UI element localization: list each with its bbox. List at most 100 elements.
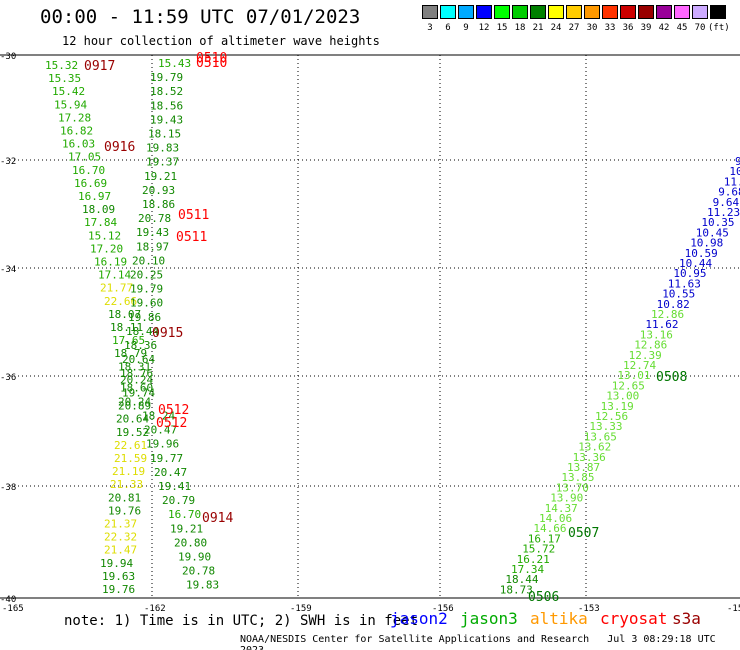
scale-label: 24 [550, 23, 562, 33]
scale-swatch [710, 5, 726, 19]
wave-height-a: 19.94 [100, 557, 133, 570]
scale-label: 70 [694, 23, 706, 33]
time-label: 0917 [84, 59, 115, 74]
lon-label: -162 [144, 604, 166, 614]
wave-height-a: 16.97 [78, 190, 111, 203]
wave-height-b: 19.90 [178, 551, 211, 564]
scale-label: 33 [604, 23, 616, 33]
wave-height-b: 18.15 [148, 128, 181, 141]
wave-height-c: 13.19 [601, 400, 634, 413]
wave-height-a: 21.59 [114, 452, 147, 465]
time-label: 0507 [568, 526, 599, 541]
lat-label: -34 [0, 265, 16, 275]
wave-height-a: 21.47 [104, 544, 137, 557]
wave-height-a: 21.33 [110, 478, 143, 491]
legend-jason3: jason3 [460, 609, 518, 628]
scale-swatch [692, 5, 708, 19]
wave-height-a: 16.70 [72, 164, 105, 177]
lon-label: -15 [727, 604, 740, 614]
wave-height-c: 10.59 [685, 247, 718, 260]
wave-height-a: 17.05 [68, 151, 101, 164]
wave-height-a: 15.32 [45, 59, 78, 72]
wave-height-a: 19.76 [108, 504, 141, 517]
lat-label: -40 [0, 595, 16, 605]
wave-height-b: 20.25 [130, 269, 163, 282]
scale-label: 9 [463, 23, 469, 33]
wave-height-c: 10.95 [673, 267, 706, 280]
wave-height-b: 19.79 [150, 71, 183, 84]
wave-height-b: 20.78 [182, 565, 215, 578]
wave-height-c: 13.16 [640, 328, 673, 341]
wave-height-c: 13.70 [556, 481, 589, 494]
wave-height-b: 18.97 [136, 240, 169, 253]
wave-height-b: 20.10 [132, 254, 165, 267]
wave-height-a: 15.35 [48, 72, 81, 85]
wave-height-a: 22.32 [104, 531, 137, 544]
wave-height-c: 10.5 [729, 165, 740, 178]
wave-height-a: 17.28 [58, 111, 91, 124]
time-label: 0512 [158, 403, 189, 418]
credit-timestamp: Jul 3 08:29:18 UTC 2023 [240, 634, 716, 650]
wave-height-c: 12.56 [595, 410, 628, 423]
wave-height-a: 22.66 [104, 295, 137, 308]
map-subtitle: 12 hour collection of altimeter wave hei… [62, 34, 380, 48]
wave-height-a: 16.03 [62, 138, 95, 151]
lat-label: -30 [0, 52, 16, 62]
wave-height-b: 19.43 [136, 226, 169, 239]
wave-height-b: 20.24 [118, 395, 151, 408]
legend-cryosat: cryosat [600, 609, 668, 628]
wave-height-a: 18.07 [108, 308, 141, 321]
scale-swatch [422, 5, 438, 19]
wave-height-c: 9.68 [718, 186, 740, 199]
time-label: 0915 [152, 326, 183, 341]
scale-swatch [548, 5, 564, 19]
wave-height-b: 20.79 [162, 494, 195, 507]
wave-height-c: 13.36 [573, 451, 606, 464]
scale-swatch [638, 5, 654, 19]
wave-height-a: 17.65 [112, 334, 145, 347]
wave-height-c: 10.35 [701, 216, 734, 229]
wave-height-c: 13.00 [606, 390, 639, 403]
legend-s3a: s3a [672, 609, 701, 628]
time-label: 0510 [196, 56, 227, 71]
time-label: 0914 [202, 511, 233, 526]
wave-height-c: 10.44 [679, 257, 712, 270]
wave-height-a: 15.12 [88, 229, 121, 242]
wave-height-b: 19.60 [130, 297, 163, 310]
wave-height-c: 9.76 [735, 155, 740, 168]
wave-height-a: 21.37 [104, 518, 137, 531]
lon-label: -153 [578, 604, 600, 614]
legend-altika: altika [530, 609, 588, 628]
scale-label: 15 [496, 23, 508, 33]
wave-height-a: 18.11 [110, 321, 143, 334]
wave-height-a: 21.19 [112, 465, 145, 478]
wave-height-b: 19.37 [146, 156, 179, 169]
wave-height-b: 18.86 [142, 198, 175, 211]
wave-height-a: 20.24 [120, 373, 153, 386]
wave-height-b: 19.83 [146, 142, 179, 155]
wave-height-a: 16.69 [74, 177, 107, 190]
scale-swatch [566, 5, 582, 19]
wave-height-a: 17.84 [84, 216, 117, 229]
time-label: 0511 [178, 208, 209, 223]
scale-label: (ft) [708, 23, 730, 33]
scale-swatch [458, 5, 474, 19]
wave-height-a: 15.42 [52, 85, 85, 98]
wave-height-c: 13.33 [589, 420, 622, 433]
wave-height-b: 20.47 [144, 424, 177, 437]
scale-label: 30 [586, 23, 598, 33]
lon-label: -159 [290, 604, 312, 614]
wave-height-a: 19.63 [102, 570, 135, 583]
scale-swatch [440, 5, 456, 19]
wave-height-a: 20.89 [118, 400, 151, 413]
wave-height-b: 19.43 [150, 113, 183, 126]
scale-swatch [530, 5, 546, 19]
scale-label: 39 [640, 23, 652, 33]
wave-height-b: 18.76 [120, 367, 153, 380]
wave-height-b: 19.41 [158, 480, 191, 493]
wave-height-c: 13.65 [584, 430, 617, 443]
wave-height-b: 18.24 [142, 410, 175, 423]
wave-height-c: 10.55 [662, 288, 695, 301]
wave-height-a: 18.09 [82, 203, 115, 216]
